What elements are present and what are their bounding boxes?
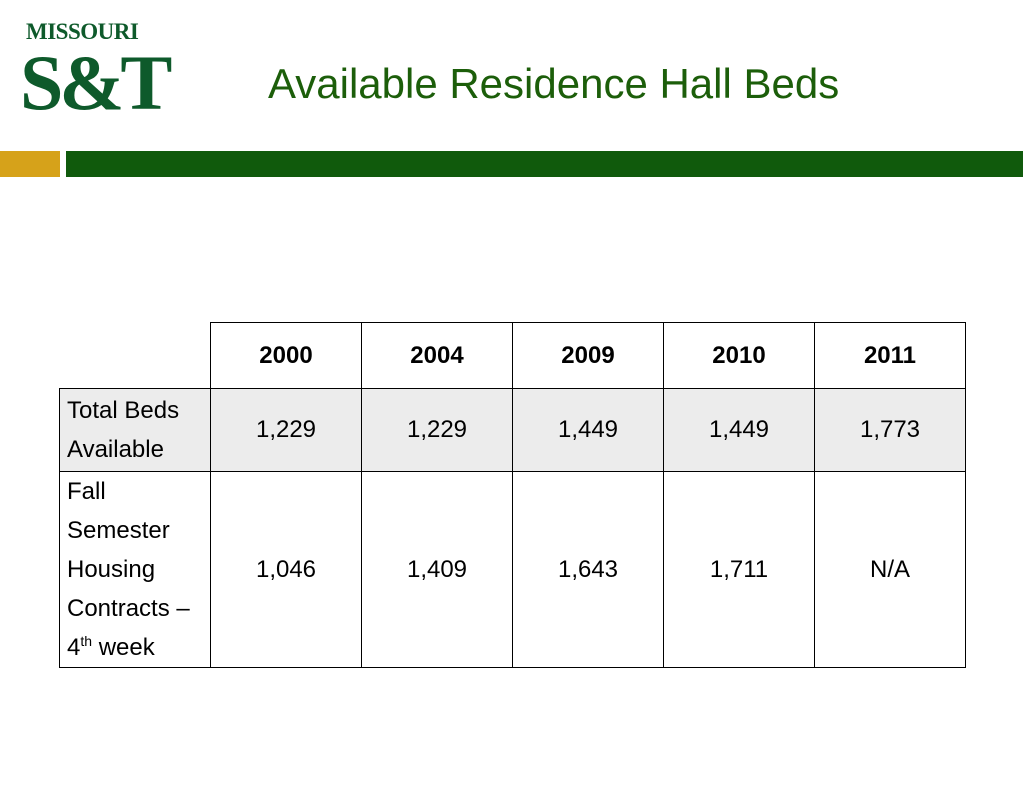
column-header: 2010 [663,322,815,389]
table-cell: 1,229 [210,388,362,472]
table-cell: 1,229 [361,388,513,472]
logo-wordmark: MISSOURI [26,19,139,44]
row-label: Total Beds Available [59,388,211,472]
logo-monogram: S&T [20,39,172,126]
column-header: 2009 [512,322,664,389]
table-cell: 1,449 [663,388,815,472]
column-header: 2004 [361,322,513,389]
table-cell: N/A [814,471,966,668]
column-header: 2000 [210,322,362,389]
table-cell: 1,773 [814,388,966,472]
row-label-superscript: th [80,633,93,649]
table-cell: 1,409 [361,471,513,668]
beds-table: 2000 2004 2009 2010 2011 Total Beds Avai… [59,322,966,668]
table-row: Fall Semester Housing Contracts – 4th we… [59,471,966,668]
accent-bar-green [66,151,1023,177]
table-cell: 1,046 [210,471,362,668]
table-cell: 1,449 [512,388,664,472]
slide-title: Available Residence Hall Beds [268,60,840,107]
row-label-tail: week [92,634,155,661]
header-corner-cell [59,322,211,389]
table-cell: 1,711 [663,471,815,668]
table-row: Total Beds Available 1,229 1,229 1,449 1… [59,388,966,472]
table-cell: 1,643 [512,471,664,668]
table-header-row: 2000 2004 2009 2010 2011 [59,322,966,389]
missouri-st-logo: MISSOURI S&T [20,14,172,129]
row-label-main: Fall Semester Housing Contracts – 4 [67,478,190,661]
accent-bar-gold [0,151,60,177]
row-label: Fall Semester Housing Contracts – 4th we… [59,471,211,668]
column-header: 2011 [814,322,966,389]
